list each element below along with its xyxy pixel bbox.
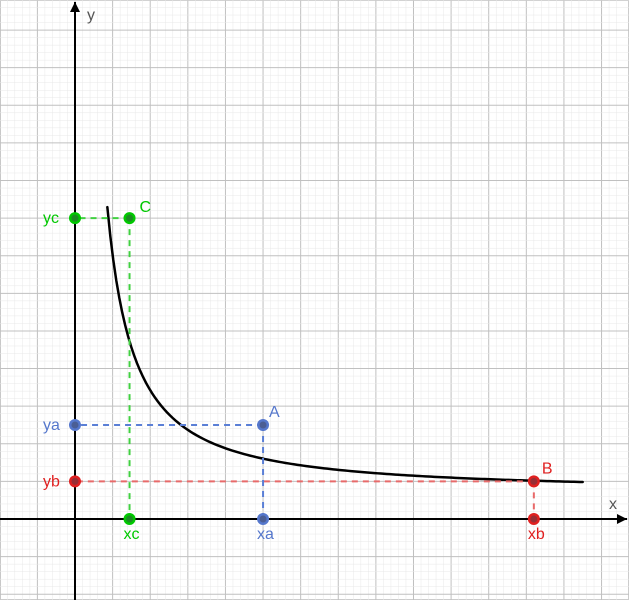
- axis-tick-y-A: ya: [43, 417, 60, 434]
- point-label-B: B: [542, 460, 553, 477]
- chart-canvas: x y Cxc yc Bxb yb Axa ya: [0, 0, 629, 600]
- axis-tick-y-C: yc: [43, 210, 59, 227]
- axis-tick-x-A: xa: [257, 526, 274, 543]
- axis-tick-x-B: xb: [528, 526, 545, 543]
- axis-tick-x-C: xc: [124, 526, 140, 543]
- chart-svg: x y Cxc yc Bxb yb Axa ya: [0, 0, 629, 600]
- y-axis-label: y: [87, 7, 95, 24]
- point-label-A: A: [269, 404, 280, 421]
- point-label-C: C: [140, 199, 152, 216]
- axis-tick-y-B: yb: [43, 473, 60, 490]
- x-axis-label: x: [609, 496, 617, 513]
